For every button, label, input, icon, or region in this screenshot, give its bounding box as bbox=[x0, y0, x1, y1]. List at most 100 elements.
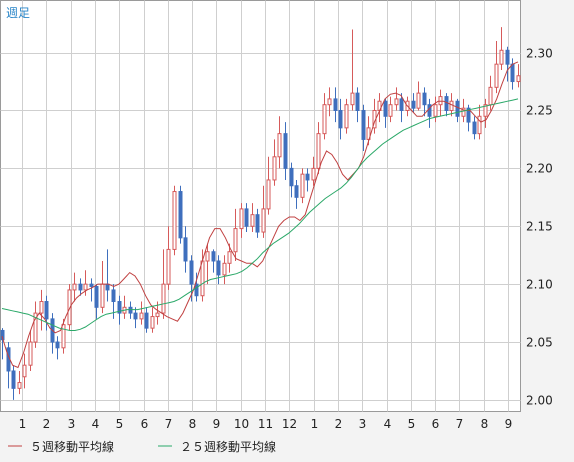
x-tick-label-17: 6 bbox=[432, 417, 440, 431]
y-tick-label-0: 2.00 bbox=[526, 394, 553, 408]
candle-body-up bbox=[150, 316, 155, 329]
candle-body-up bbox=[344, 104, 349, 129]
candle-body-up bbox=[100, 283, 105, 308]
candle-41 bbox=[227, 243, 232, 273]
candle-51 bbox=[283, 122, 288, 180]
candle-body-down bbox=[255, 214, 260, 233]
candle-30 bbox=[166, 226, 171, 290]
x-tick-label-5: 6 bbox=[141, 417, 149, 431]
candle-body-down bbox=[422, 92, 427, 106]
candle-body-up bbox=[433, 104, 438, 117]
x-tick-label-6: 7 bbox=[165, 417, 173, 431]
candle-body-up bbox=[67, 289, 72, 326]
x-tick-label-13: 2 bbox=[335, 417, 343, 431]
candle-body-up bbox=[300, 173, 305, 198]
candle-body-down bbox=[361, 109, 366, 140]
candle-53 bbox=[294, 179, 299, 209]
candle-48 bbox=[266, 156, 271, 215]
legend-ma5-label: ５週移動平均線 bbox=[30, 439, 114, 454]
candle-46 bbox=[255, 208, 260, 238]
candle-85 bbox=[472, 116, 477, 140]
candle-3 bbox=[17, 370, 22, 395]
candle-76 bbox=[422, 87, 427, 117]
candle-71 bbox=[394, 87, 399, 111]
x-tick-label-2: 3 bbox=[68, 417, 76, 431]
candle-body-up bbox=[316, 133, 321, 169]
x-axis: 1 2 3 4 5 6 7 8 9 10 11 12 1 2 3 4 5 6 7 8 9 bbox=[19, 417, 513, 431]
candle-63 bbox=[350, 29, 355, 111]
candle-body-down bbox=[111, 289, 116, 303]
candle-body-up bbox=[277, 133, 282, 158]
candle-33 bbox=[183, 226, 188, 273]
x-tick-label-7: 8 bbox=[189, 417, 197, 431]
candle-body-down bbox=[355, 92, 360, 111]
candle-body-down bbox=[117, 301, 122, 314]
x-tick-label-9: 10 bbox=[234, 417, 249, 431]
candle-body-down bbox=[505, 49, 510, 65]
candle-2 bbox=[11, 365, 16, 400]
moving-average-lines bbox=[1, 61, 519, 369]
candle-32 bbox=[178, 185, 183, 244]
candle-74 bbox=[411, 93, 416, 113]
candle-49 bbox=[272, 139, 277, 186]
candle-body-up bbox=[155, 312, 160, 318]
candle-7 bbox=[39, 289, 44, 331]
candle-11 bbox=[61, 318, 66, 354]
candle-35 bbox=[194, 272, 199, 302]
candle-body-up bbox=[261, 208, 266, 233]
x-tick-label-20: 9 bbox=[505, 417, 513, 431]
candle-47 bbox=[261, 185, 266, 238]
candle-body-down bbox=[427, 104, 432, 117]
candle-body-up bbox=[438, 96, 443, 106]
candle-body-up bbox=[61, 324, 66, 349]
candle-body-down bbox=[399, 98, 404, 111]
candle-body-down bbox=[194, 283, 199, 297]
candle-38 bbox=[211, 249, 216, 273]
candle-body-up bbox=[166, 248, 171, 285]
candle-body-down bbox=[444, 96, 449, 111]
candle-57 bbox=[316, 122, 321, 175]
candle-body-down bbox=[178, 191, 183, 239]
candle-body-up bbox=[250, 214, 255, 227]
plot-area bbox=[0, 0, 521, 412]
candle-40 bbox=[222, 255, 227, 285]
x-tick-label-16: 5 bbox=[408, 417, 416, 431]
candle-82 bbox=[455, 98, 460, 123]
candle-8 bbox=[44, 295, 49, 331]
candle-body-down bbox=[94, 285, 99, 308]
candle-body-up bbox=[205, 251, 210, 262]
candle-body-down bbox=[189, 260, 194, 285]
candle-body-down bbox=[283, 133, 288, 169]
x-tick-label-15: 4 bbox=[384, 417, 392, 431]
candle-body-up bbox=[233, 228, 238, 253]
candle-62 bbox=[344, 98, 349, 134]
candle-body-down bbox=[11, 370, 16, 389]
candle-45 bbox=[250, 203, 255, 233]
candle-body-up bbox=[28, 341, 33, 366]
candle-body-down bbox=[383, 100, 388, 117]
y-tick-label-6: 2.30 bbox=[526, 47, 553, 61]
candle-body-down bbox=[133, 312, 138, 320]
y-tick-label-3: 2.15 bbox=[526, 220, 553, 234]
candle-4 bbox=[22, 353, 27, 389]
candle-23 bbox=[128, 301, 133, 319]
candle-body-up bbox=[366, 127, 371, 140]
y-tick-label-5: 2.25 bbox=[526, 104, 553, 118]
candle-75 bbox=[416, 81, 421, 111]
y-tick-label-4: 2.20 bbox=[526, 162, 553, 176]
candle-body-up bbox=[17, 382, 22, 389]
candle-60 bbox=[333, 87, 338, 123]
candle-24 bbox=[133, 307, 138, 329]
candle-body-down bbox=[338, 109, 343, 129]
candle-body-up bbox=[161, 283, 166, 314]
candle-body-up bbox=[227, 251, 232, 264]
candle-13 bbox=[72, 272, 77, 302]
x-tick-label-3: 4 bbox=[92, 417, 100, 431]
candle-body-up bbox=[39, 301, 44, 314]
candle-body-down bbox=[294, 185, 299, 198]
candle-body-down bbox=[289, 167, 294, 187]
candle-body-down bbox=[466, 107, 471, 123]
candle-body-down bbox=[244, 208, 249, 227]
candle-91 bbox=[505, 46, 510, 82]
